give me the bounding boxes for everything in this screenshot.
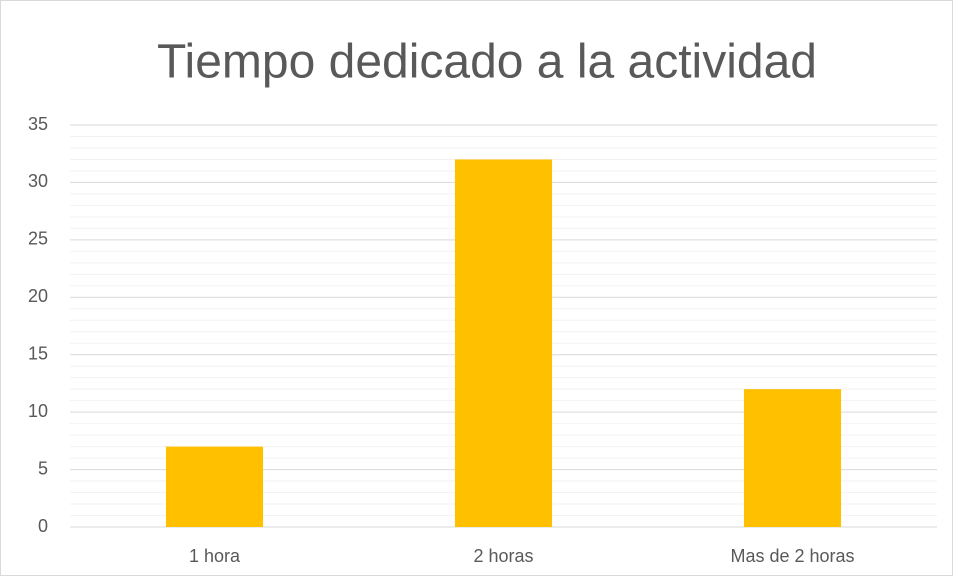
y-tick-label: 15 bbox=[28, 343, 48, 363]
y-tick-label: 25 bbox=[28, 229, 48, 249]
x-tick-label: 1 hora bbox=[189, 546, 241, 566]
y-tick-label: 20 bbox=[28, 286, 48, 306]
y-tick-label: 0 bbox=[38, 516, 48, 536]
x-tick-label: Mas de 2 horas bbox=[730, 546, 854, 566]
bar bbox=[743, 389, 842, 527]
bar bbox=[454, 159, 553, 527]
y-tick-label: 35 bbox=[28, 114, 48, 134]
x-tick-label: 2 horas bbox=[473, 546, 533, 566]
y-tick-label: 30 bbox=[28, 171, 48, 191]
chart-title: Tiempo dedicado a la actividad bbox=[157, 36, 817, 89]
y-tick-label: 10 bbox=[28, 401, 48, 421]
bar bbox=[165, 446, 264, 527]
y-tick-label: 5 bbox=[38, 458, 48, 478]
